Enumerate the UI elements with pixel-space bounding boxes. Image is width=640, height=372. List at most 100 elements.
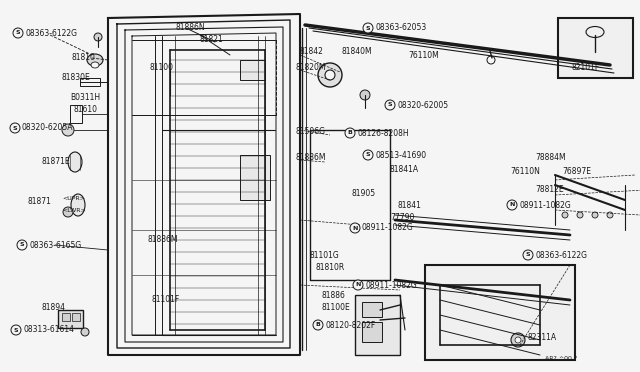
- Circle shape: [318, 63, 342, 87]
- Bar: [362, 302, 382, 317]
- Text: 81821: 81821: [200, 35, 224, 45]
- Text: 81101F: 81101F: [152, 295, 180, 305]
- Circle shape: [515, 337, 521, 343]
- Text: 81810R: 81810R: [315, 263, 344, 273]
- Circle shape: [607, 212, 613, 218]
- Text: N: N: [355, 282, 361, 288]
- Circle shape: [577, 212, 583, 218]
- Text: 08363-62053: 08363-62053: [375, 23, 426, 32]
- Circle shape: [313, 320, 323, 330]
- Text: B0311H: B0311H: [70, 93, 100, 103]
- Text: 76897E: 76897E: [562, 167, 591, 176]
- Text: S: S: [16, 31, 20, 35]
- Text: 81841A: 81841A: [390, 166, 419, 174]
- Text: 81840M: 81840M: [342, 48, 372, 57]
- Text: S: S: [388, 103, 392, 108]
- Text: 81101G: 81101G: [310, 250, 340, 260]
- Text: 81820M: 81820M: [296, 64, 326, 73]
- Text: 76110M: 76110M: [408, 51, 439, 60]
- Text: 81610: 81610: [74, 106, 98, 115]
- Text: 82101F: 82101F: [572, 64, 600, 73]
- Circle shape: [363, 23, 373, 33]
- Bar: [240, 60, 265, 80]
- Circle shape: [511, 333, 525, 347]
- Text: <UPR>: <UPR>: [62, 196, 85, 201]
- Circle shape: [353, 280, 363, 290]
- Text: B: B: [316, 323, 321, 327]
- Text: 82311A: 82311A: [528, 334, 557, 343]
- Circle shape: [385, 100, 395, 110]
- Text: 81506G: 81506G: [295, 128, 325, 137]
- Text: 08320-6205A: 08320-6205A: [22, 124, 74, 132]
- Text: 78884M: 78884M: [535, 154, 566, 163]
- Bar: [425, 265, 575, 360]
- Circle shape: [63, 207, 73, 217]
- Text: S: S: [13, 125, 17, 131]
- Text: 77790: 77790: [390, 214, 414, 222]
- Text: N: N: [509, 202, 515, 208]
- Text: 76110N: 76110N: [510, 167, 540, 176]
- Text: 81842: 81842: [300, 48, 324, 57]
- Circle shape: [487, 56, 495, 64]
- Text: 08911-1082G: 08911-1082G: [519, 201, 571, 209]
- Ellipse shape: [87, 54, 103, 66]
- Circle shape: [11, 325, 21, 335]
- Circle shape: [62, 124, 74, 136]
- Circle shape: [13, 28, 23, 38]
- Circle shape: [360, 90, 370, 100]
- Bar: [70, 105, 82, 123]
- Text: <LWR>: <LWR>: [62, 208, 86, 212]
- Text: 08363-6122G: 08363-6122G: [535, 250, 587, 260]
- Text: 81100E: 81100E: [322, 304, 351, 312]
- Circle shape: [94, 33, 102, 41]
- Text: S: S: [20, 243, 24, 247]
- Text: S: S: [13, 327, 19, 333]
- Circle shape: [507, 200, 517, 210]
- Text: 78812E: 78812E: [535, 186, 564, 195]
- Text: 08513-41690: 08513-41690: [375, 151, 426, 160]
- Circle shape: [592, 212, 598, 218]
- Text: 81871: 81871: [28, 198, 52, 206]
- Bar: [558, 18, 633, 78]
- Text: 81886: 81886: [322, 291, 346, 299]
- Bar: [240, 155, 270, 200]
- Text: 81886N: 81886N: [175, 22, 205, 32]
- Text: 81886M: 81886M: [148, 235, 179, 244]
- Bar: [80, 78, 100, 86]
- Text: 81894: 81894: [42, 304, 66, 312]
- Text: 81871E: 81871E: [42, 157, 70, 167]
- Text: 81905: 81905: [352, 189, 376, 198]
- Text: 81830E: 81830E: [62, 74, 91, 83]
- Text: 08120-8202F: 08120-8202F: [325, 321, 375, 330]
- Text: 81886M: 81886M: [295, 154, 326, 163]
- Ellipse shape: [91, 62, 99, 68]
- Bar: [362, 322, 382, 342]
- Text: AR? ^00 ?: AR? ^00 ?: [545, 356, 577, 360]
- Text: B: B: [348, 131, 353, 135]
- Text: 08911-1082G: 08911-1082G: [365, 280, 417, 289]
- Text: S: S: [365, 26, 371, 31]
- Bar: [62, 313, 70, 321]
- Circle shape: [345, 128, 355, 138]
- Circle shape: [325, 70, 335, 80]
- Text: N: N: [352, 225, 358, 231]
- Circle shape: [363, 150, 373, 160]
- Text: 08126-8208H: 08126-8208H: [357, 128, 408, 138]
- Circle shape: [350, 223, 360, 233]
- Circle shape: [17, 240, 27, 250]
- Text: 08911-1082G: 08911-1082G: [362, 224, 413, 232]
- Ellipse shape: [68, 152, 82, 172]
- Text: S: S: [365, 153, 371, 157]
- Text: 81810: 81810: [72, 52, 96, 61]
- Ellipse shape: [71, 194, 85, 216]
- Text: 81841: 81841: [398, 201, 422, 209]
- Text: 08320-62005: 08320-62005: [397, 100, 448, 109]
- Circle shape: [81, 328, 89, 336]
- Text: 81100: 81100: [150, 64, 174, 73]
- Text: S: S: [525, 253, 531, 257]
- Circle shape: [523, 250, 533, 260]
- Circle shape: [562, 212, 568, 218]
- Bar: [72, 313, 80, 321]
- Text: 08363-6122G: 08363-6122G: [25, 29, 77, 38]
- Text: 08363-6165G: 08363-6165G: [29, 241, 81, 250]
